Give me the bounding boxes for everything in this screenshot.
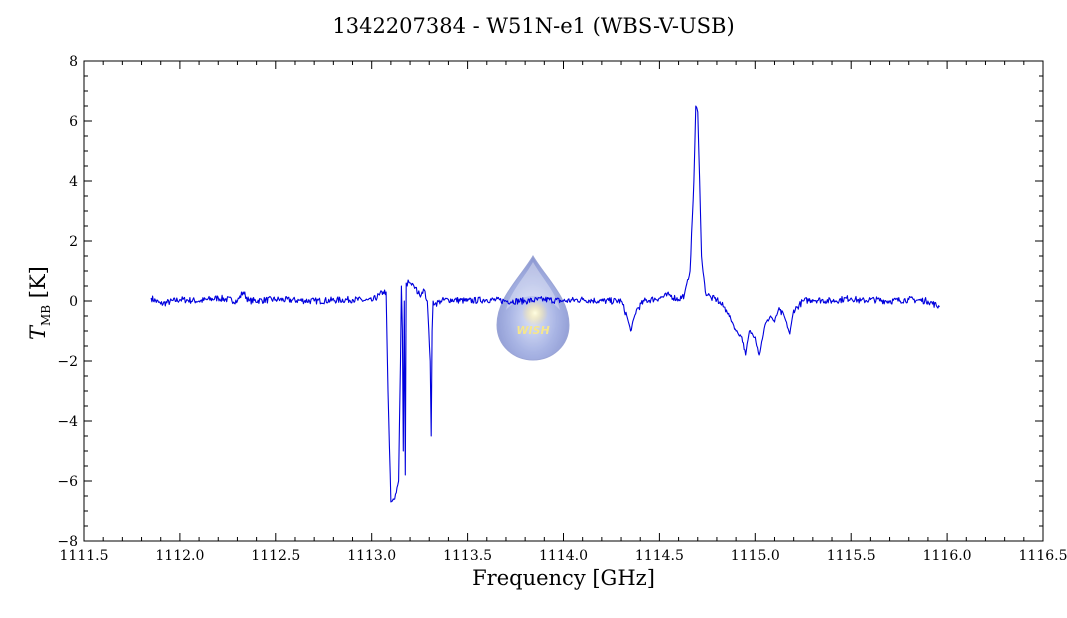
spectrum-line — [150, 105, 940, 503]
x-tick-label: 1116.0 — [923, 548, 972, 564]
x-tick-label: 1112.0 — [155, 548, 204, 564]
x-tick-label: 1113.5 — [443, 548, 492, 564]
axis-ticks — [83, 60, 1044, 542]
x-axis-label: Frequency [GHz] — [472, 566, 655, 590]
y-tick-label: −4 — [57, 414, 78, 430]
x-tick-label: 1116.5 — [1019, 548, 1067, 564]
wish-logo-text: WISH — [516, 324, 549, 337]
x-tick-label: 1112.5 — [251, 548, 300, 564]
y-tick-label: 8 — [69, 54, 78, 70]
y-tick-labels: −8 −6 −4 −2 0 2 4 6 8 — [57, 54, 78, 550]
x-tick-label: 1115.0 — [731, 548, 780, 564]
y-tick-label: −6 — [57, 474, 78, 490]
y-tick-label: −2 — [57, 354, 78, 370]
x-tick-label: 1115.5 — [827, 548, 876, 564]
y-tick-label: 0 — [69, 294, 78, 310]
chart-title: 1342207384 - W51N-e1 (WBS-V-USB) — [332, 14, 735, 38]
x-tick-label: 1113.0 — [347, 548, 396, 564]
y-tick-label: −8 — [57, 534, 78, 550]
wish-logo: WISH — [496, 255, 570, 361]
y-tick-label: 6 — [69, 114, 78, 130]
x-tick-label: 1111.5 — [60, 548, 109, 564]
y-tick-label: 4 — [69, 174, 78, 190]
y-tick-label: 2 — [69, 234, 78, 250]
x-tick-label: 1114.5 — [635, 548, 684, 564]
x-tick-labels: 1111.5 1112.0 1112.5 1113.0 1113.5 1114.0 1114… — [60, 548, 1067, 564]
x-tick-label: 1114.0 — [539, 548, 588, 564]
